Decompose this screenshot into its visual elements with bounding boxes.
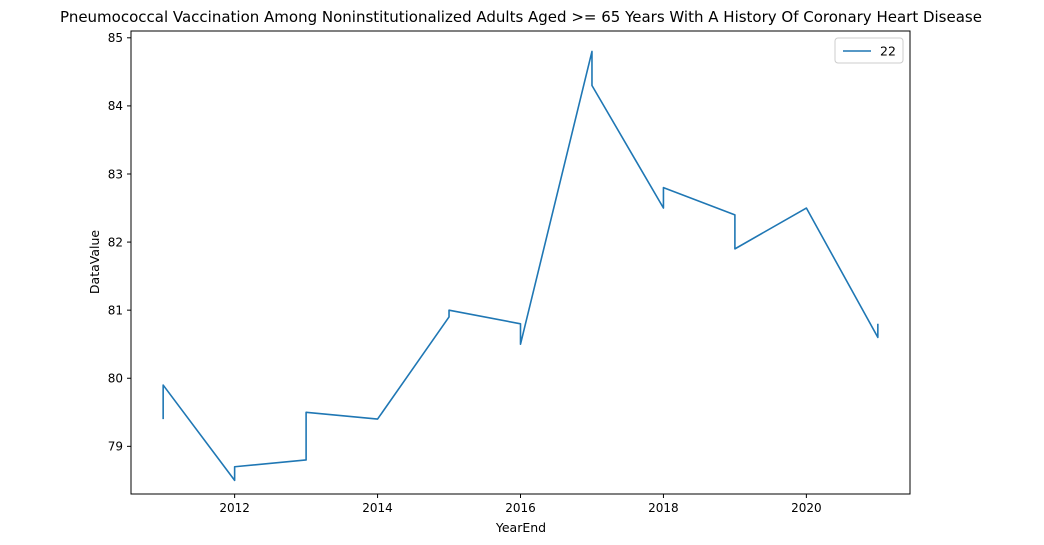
x-tick-label: 2020 [791, 501, 822, 515]
y-axis-ticks: 79 80 81 82 83 84 85 [108, 31, 131, 454]
y-tick-label: 82 [108, 235, 123, 249]
y-tick-label: 80 [108, 372, 123, 386]
x-tick-label: 2012 [219, 501, 250, 515]
y-tick-label: 84 [108, 99, 123, 113]
x-tick-label: 2018 [648, 501, 679, 515]
series-layer [162, 50, 879, 482]
plot-area-frame [130, 30, 911, 495]
legend: 22 [834, 37, 904, 64]
y-tick-label: 85 [108, 31, 123, 45]
y-axis-label: DataValue [87, 230, 102, 294]
x-tick-label: 2014 [362, 501, 393, 515]
y-tick-label: 83 [108, 167, 123, 181]
x-tick-label: 2016 [505, 501, 536, 515]
y-tick-label: 81 [108, 303, 123, 317]
x-axis-ticks: 2012 2014 2016 2018 2020 [219, 494, 822, 515]
series-line-22 [162, 50, 879, 482]
legend-entry-label: 22 [880, 44, 896, 59]
chart-title: Pneumococcal Vaccination Among Noninstit… [60, 8, 982, 26]
y-tick-label: 79 [108, 440, 123, 454]
x-axis-label: YearEnd [495, 520, 546, 535]
